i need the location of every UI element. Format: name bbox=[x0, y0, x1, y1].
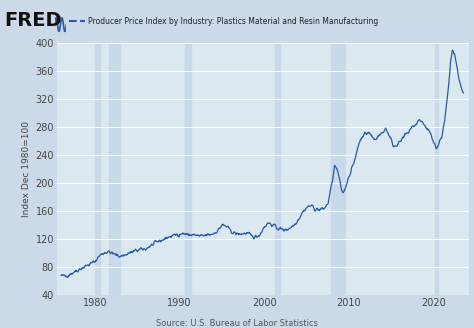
Bar bbox=[275, 43, 281, 295]
Bar bbox=[95, 43, 100, 295]
Text: Producer Price Index by Industry: Plastics Material and Resin Manufacturing: Producer Price Index by Industry: Plasti… bbox=[88, 17, 378, 26]
Bar bbox=[331, 43, 345, 295]
Bar bbox=[109, 43, 119, 295]
Bar bbox=[435, 43, 438, 295]
Text: Source: U.S. Bureau of Labor Statistics: Source: U.S. Bureau of Labor Statistics bbox=[156, 319, 318, 328]
Y-axis label: Index Dec 1980=100: Index Dec 1980=100 bbox=[22, 121, 31, 217]
Bar bbox=[185, 43, 191, 295]
Text: FRED: FRED bbox=[5, 11, 63, 30]
